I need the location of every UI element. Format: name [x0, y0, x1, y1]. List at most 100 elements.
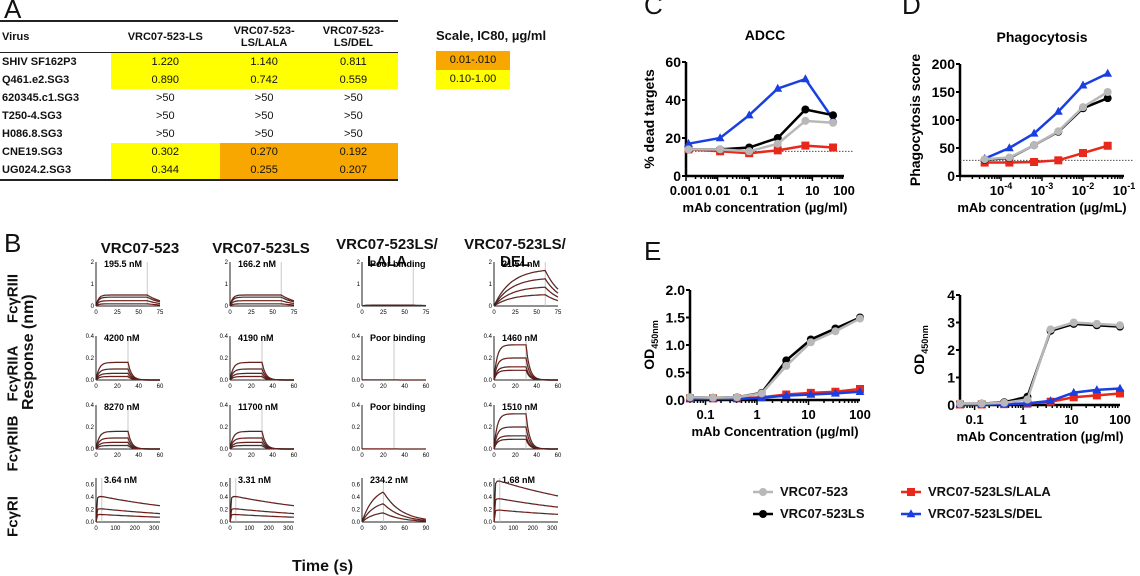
data-point — [774, 134, 782, 142]
y-axis-label: OD450nm — [911, 325, 930, 375]
data-point — [1079, 104, 1087, 112]
data-point — [1092, 385, 1101, 393]
y-tick-label: 0.4 — [86, 334, 95, 340]
x-tick-label: 100 — [110, 526, 121, 532]
x-tick-label: 0 — [94, 310, 98, 316]
x-tick-label: 60 — [401, 526, 408, 532]
y-tick-label: 0.2 — [86, 425, 95, 431]
series-vrc07-523 — [686, 315, 864, 402]
x-tick-label: 20 — [380, 384, 387, 390]
x-tick-label: 10 — [805, 183, 819, 198]
data-point — [807, 389, 815, 397]
data-point — [856, 387, 865, 395]
data-point — [1030, 158, 1038, 166]
y-tick-label: 2 — [91, 260, 95, 266]
data-point — [1030, 129, 1039, 137]
x-tick-label: 10-1 — [1113, 181, 1135, 198]
data-point — [801, 106, 809, 114]
panel-letter-e: E — [644, 236, 661, 267]
x-tick-label: 100 — [833, 183, 855, 198]
data-point — [801, 142, 809, 150]
kd-label: 3.31 nM — [238, 475, 271, 485]
y-tick-label: 0.4 — [220, 334, 229, 340]
data-point — [745, 110, 754, 118]
y-tick-label: 50 — [939, 140, 955, 156]
x-tick-label: 10-2 — [1072, 181, 1094, 198]
y-tick-label: 0.0 — [484, 520, 493, 526]
data-point — [829, 119, 837, 127]
y-axis-label: % dead targets — [641, 69, 657, 169]
data-point — [733, 393, 741, 401]
data-point — [856, 314, 864, 322]
data-point — [978, 400, 986, 408]
data-point — [716, 133, 725, 141]
y-tick-label: 0.2 — [220, 356, 229, 362]
y-tick-label: 1 — [947, 370, 955, 386]
y-tick-label: 0.0 — [220, 378, 229, 384]
data-point — [1000, 398, 1008, 406]
kd-label: 234.2 nM — [370, 475, 408, 485]
circle-marker-icon — [752, 508, 774, 520]
x-axis-label: mAb concentration (µg/ml) — [683, 200, 848, 215]
x-tick-label: 0.001 — [670, 183, 703, 198]
data-point — [1103, 69, 1112, 77]
data-point — [829, 144, 837, 152]
x-tick-label: 10-4 — [990, 181, 1012, 198]
x-tick-label: 60 — [157, 453, 164, 459]
data-point — [1000, 399, 1008, 407]
x-tick-label: 20 — [512, 384, 519, 390]
data-point — [1116, 321, 1124, 329]
y-tick-label: 0.6 — [352, 482, 361, 488]
x-tick-label: 90 — [423, 526, 430, 532]
data-point — [685, 145, 693, 153]
x-tick-label: 20 — [512, 453, 519, 459]
data-point — [759, 510, 767, 518]
kd-label: Poor binding — [370, 259, 426, 269]
data-point — [801, 74, 810, 82]
data-point — [782, 391, 791, 399]
series-line — [690, 389, 860, 398]
data-point — [831, 325, 839, 333]
y-tick-label: 0.2 — [484, 507, 493, 513]
x-tick-label: 40 — [401, 384, 408, 390]
legend-label: VRC07-523LS/LALA — [928, 484, 1051, 499]
binding-curve — [494, 279, 558, 306]
y-tick-label: 1 — [225, 282, 229, 288]
y-tick-label: 200 — [932, 56, 956, 72]
y-tick-label: 0.6 — [484, 482, 493, 488]
panel-letter-d: D — [902, 0, 921, 21]
x-tick-label: 25 — [512, 310, 519, 316]
y-tick-label: 1 — [91, 282, 95, 288]
series-vrc07-523ls-lala — [686, 385, 864, 402]
x-tick-label: 20 — [248, 453, 255, 459]
kd-label: 1510 nM — [502, 402, 538, 412]
data-point — [1023, 399, 1032, 407]
series-line — [689, 121, 834, 151]
y-tick-label: 0.2 — [86, 507, 95, 513]
panel-letter-c: C — [644, 0, 663, 21]
y-tick-label: 0.4 — [352, 403, 361, 409]
y-tick-label: 1.0 — [666, 337, 686, 353]
x-tick-label: 0 — [360, 526, 364, 532]
series-line — [960, 393, 1120, 404]
series-line — [689, 79, 834, 144]
x-tick-label: 50 — [135, 310, 142, 316]
data-point — [1069, 388, 1078, 396]
data-point — [684, 139, 693, 147]
x-tick-label: 60 — [555, 453, 562, 459]
data-point — [773, 84, 782, 92]
data-point — [1005, 143, 1014, 151]
y-tick-label: 0.0 — [220, 447, 229, 453]
data-point — [1079, 80, 1088, 88]
y-tick-label: 0.0 — [484, 378, 493, 384]
y-tick-label: 0.0 — [86, 447, 95, 453]
data-point — [716, 147, 724, 155]
